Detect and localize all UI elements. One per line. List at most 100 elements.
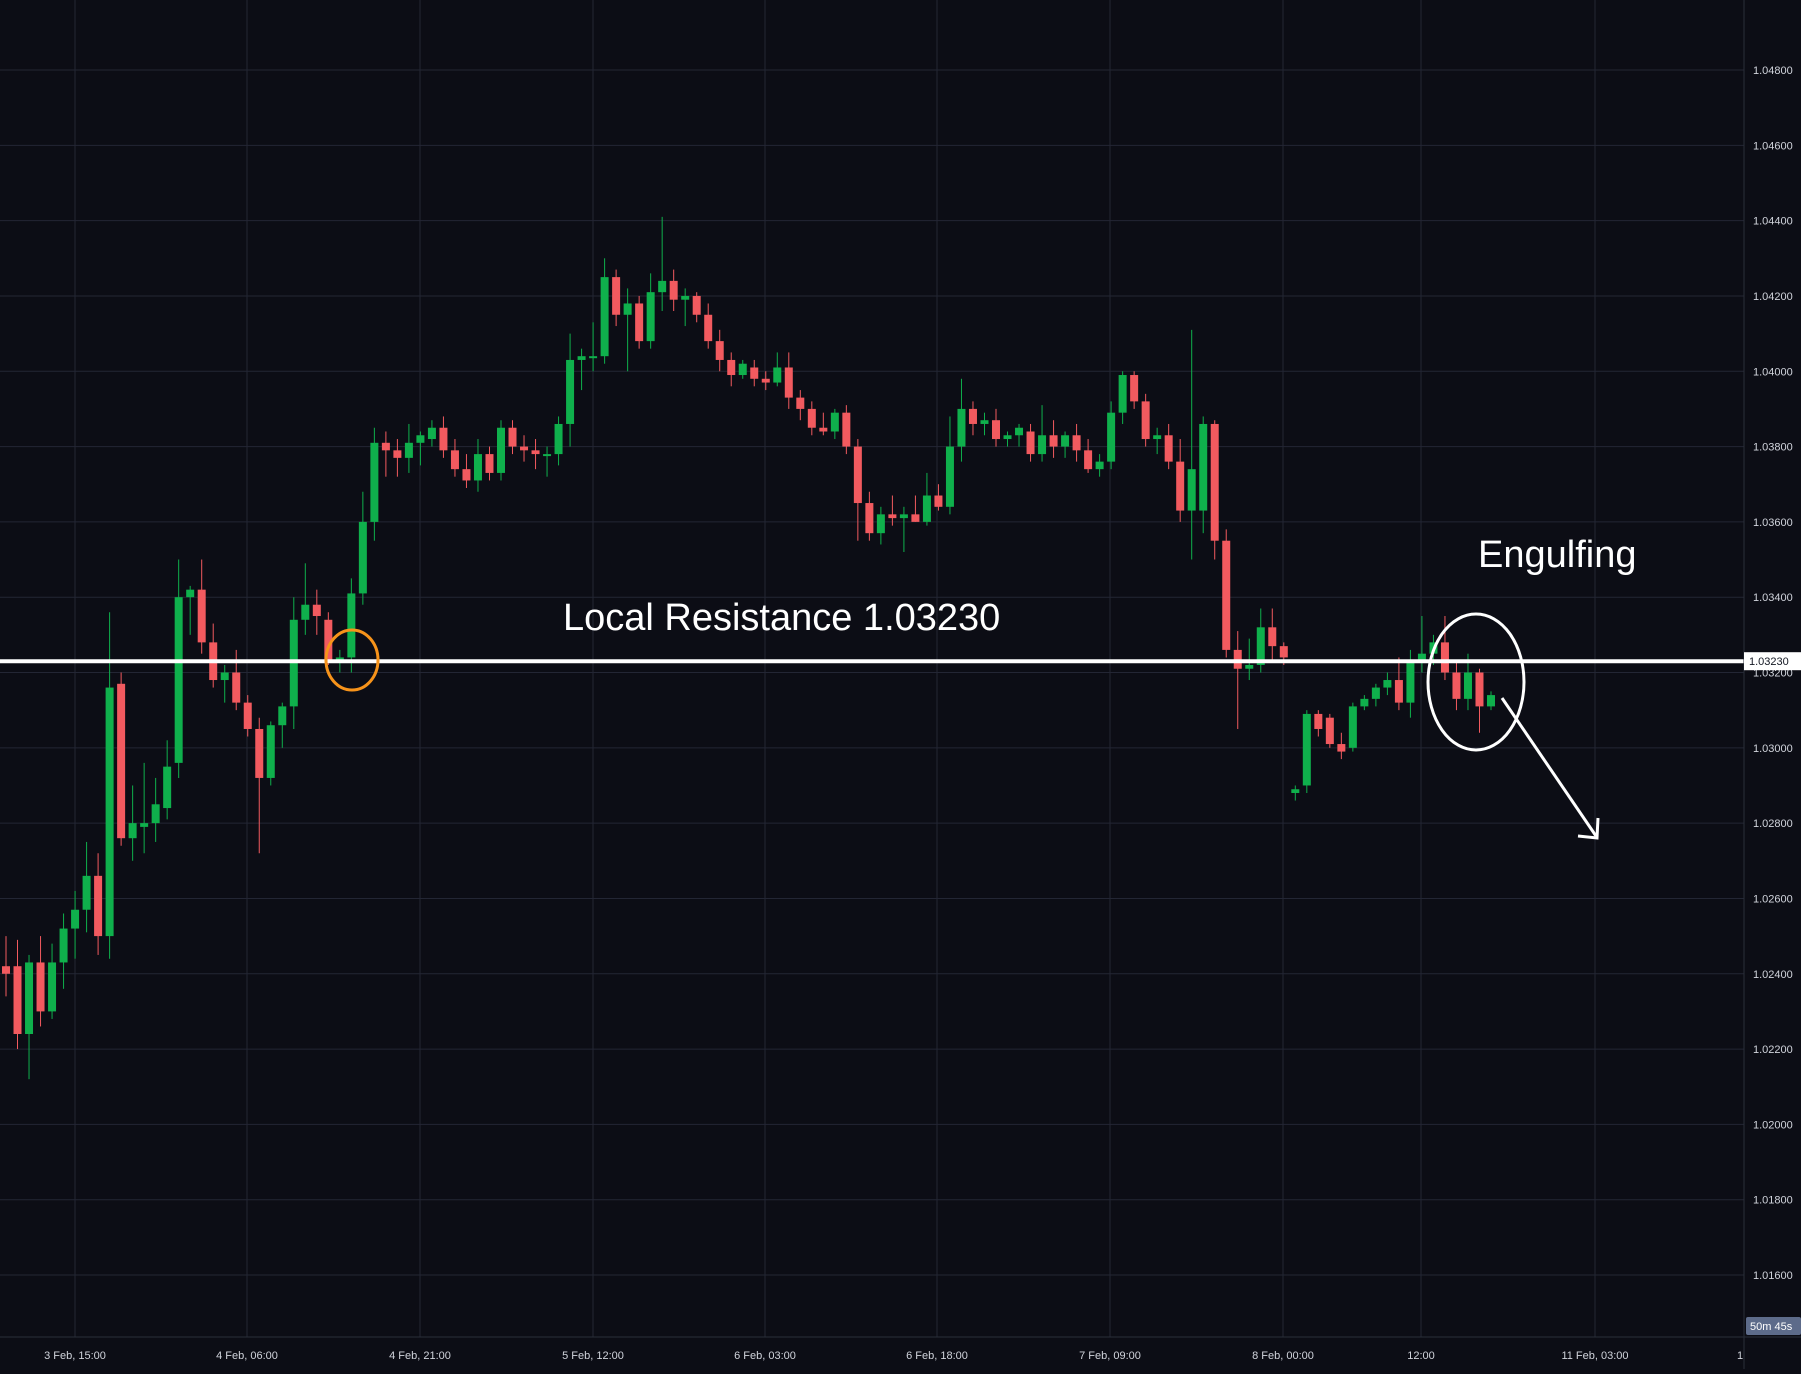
candle-bullish xyxy=(738,359,747,379)
candle-body xyxy=(358,521,367,594)
candle-body xyxy=(485,454,494,473)
x-tick-label: 12:00 xyxy=(1407,1350,1435,1362)
candle-body xyxy=(658,280,667,293)
candle-bullish xyxy=(151,777,160,842)
candle-bearish xyxy=(324,612,333,665)
candle-body xyxy=(393,450,402,458)
candle-body xyxy=(842,412,851,447)
candle-bullish xyxy=(163,740,172,820)
candle-body xyxy=(750,367,759,379)
highlight-circle-orange[interactable] xyxy=(324,628,380,692)
candle-body xyxy=(151,804,160,824)
candle-bearish xyxy=(1440,616,1449,681)
candle-bullish xyxy=(140,762,149,854)
candle-body xyxy=(1487,695,1495,707)
candle-bullish xyxy=(1487,691,1495,711)
price-axis[interactable]: 1.04800 1.04600 1.04400 1.04200 1.04000 1.038… xyxy=(1753,65,1793,1282)
candle-body xyxy=(186,589,195,598)
candle-bearish xyxy=(13,939,22,1050)
candle-bearish xyxy=(1141,393,1150,447)
candle-body xyxy=(623,303,632,315)
candle-body xyxy=(82,875,91,910)
candle-body xyxy=(1210,423,1219,541)
candle-body xyxy=(761,378,770,383)
candle-bearish xyxy=(1475,668,1484,733)
candle-body xyxy=(543,454,552,457)
candle-body xyxy=(94,875,103,937)
candle-bearish xyxy=(393,439,402,477)
candle-body xyxy=(450,450,459,470)
candle-bearish xyxy=(819,412,828,436)
candle-bearish xyxy=(36,936,45,1027)
candle-bullish xyxy=(404,423,413,473)
candle-body xyxy=(266,725,275,778)
candle-body xyxy=(1337,744,1346,752)
candle-body xyxy=(255,728,264,778)
candle-bullish xyxy=(773,352,782,387)
candle-bullish xyxy=(347,578,356,673)
candle-body xyxy=(197,589,206,643)
candle-body xyxy=(324,619,333,662)
candle-body xyxy=(1256,627,1265,665)
candle-bearish xyxy=(968,401,977,436)
candle-bullish xyxy=(427,420,436,447)
candle-bullish xyxy=(25,954,34,1080)
candle-body xyxy=(888,514,897,519)
candle-body xyxy=(243,702,252,729)
candle-body xyxy=(13,966,22,1034)
candle-body xyxy=(1383,680,1392,688)
candle-bullish xyxy=(1371,683,1380,707)
y-tick-label: 1.02800 xyxy=(1753,818,1793,830)
candle-body xyxy=(1118,375,1127,413)
candle-bullish xyxy=(566,333,575,447)
candle-body xyxy=(1141,401,1150,440)
candle-body xyxy=(899,514,908,519)
candle-bullish xyxy=(186,585,195,635)
candle-body xyxy=(1176,461,1185,511)
x-tick-label: 5 Feb, 12:00 xyxy=(562,1350,624,1362)
candle-body xyxy=(1199,423,1208,511)
candle-body xyxy=(612,277,621,315)
candle-body xyxy=(980,420,989,424)
candle-bearish xyxy=(715,329,724,372)
candle-body xyxy=(1164,435,1173,462)
candle-bullish xyxy=(1061,431,1070,458)
candle-bullish xyxy=(1348,702,1357,752)
candle-body xyxy=(1049,435,1058,447)
grid-lines xyxy=(0,0,1744,1337)
candle-body xyxy=(427,427,436,440)
candle-bullish xyxy=(1302,710,1311,793)
time-axis[interactable]: 3 Feb, 15:00 4 Feb, 06:00 4 Feb, 21:00 5 Fe… xyxy=(44,1350,1743,1362)
candle-body xyxy=(1440,642,1449,673)
candle-bearish xyxy=(462,454,471,488)
candle-body xyxy=(635,303,644,342)
candle-bearish xyxy=(1164,423,1173,470)
candle-bullish xyxy=(82,841,91,933)
candle-body xyxy=(1153,435,1162,440)
candle-body xyxy=(715,341,724,360)
candle-body xyxy=(819,427,828,432)
y-tick-label: 1.04600 xyxy=(1753,140,1793,152)
candle-body xyxy=(301,604,310,620)
candle-body xyxy=(1291,789,1300,793)
x-tick-label: 4 Feb, 21:00 xyxy=(389,1350,451,1362)
candle-bullish xyxy=(646,273,655,349)
candle-bearish xyxy=(727,352,736,387)
engulfing-ellipse[interactable] xyxy=(1426,612,1526,752)
candle-body xyxy=(2,966,10,974)
candle-body xyxy=(71,909,80,929)
candle-bearish xyxy=(704,303,713,349)
candle-body xyxy=(220,672,229,681)
candle-bearish xyxy=(94,853,103,955)
candle-body xyxy=(784,367,793,398)
engulfing-label: Engulfing xyxy=(1478,534,1636,576)
candle-body xyxy=(853,446,862,504)
y-tick-label: 1.03400 xyxy=(1753,592,1793,604)
candle-body xyxy=(1325,717,1334,745)
candle-bearish xyxy=(439,416,448,458)
candle-body xyxy=(681,295,690,300)
down-arrow-shaft[interactable] xyxy=(1500,697,1598,837)
candle-bullish xyxy=(543,446,552,477)
